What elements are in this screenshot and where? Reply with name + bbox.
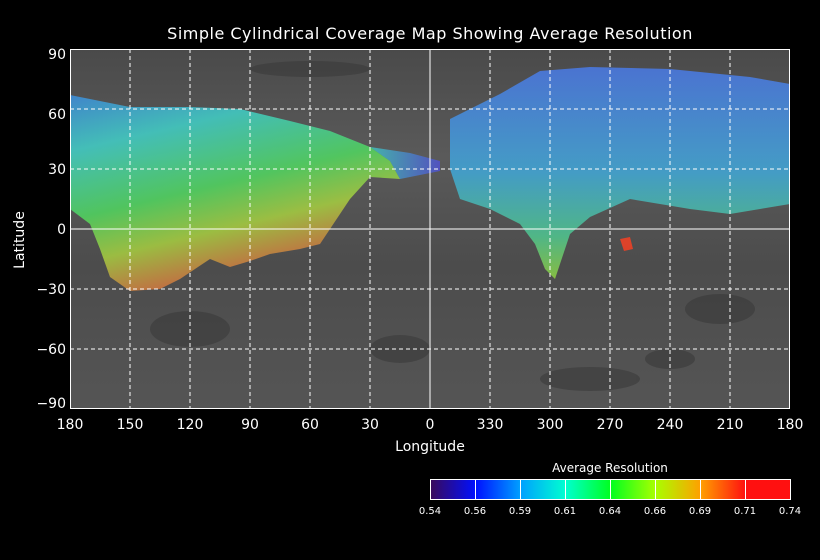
- x-tick-label: 90: [241, 417, 259, 433]
- x-tick-label: 300: [536, 417, 564, 433]
- colorbar-tick-label: 0.59: [508, 506, 532, 517]
- x-tick-label: 30: [361, 417, 379, 433]
- colorbar-title: Average Resolution: [552, 461, 668, 475]
- coverage-map: [70, 49, 790, 409]
- colorbar-tick-label: 0.64: [598, 506, 622, 517]
- colorbar: [430, 479, 791, 500]
- colorbar-segment: [520, 479, 566, 500]
- x-tick-label: 120: [176, 417, 204, 433]
- y-tick-label: 30: [48, 162, 66, 178]
- coverage-region-west: [70, 95, 400, 291]
- x-tick-label: 60: [301, 417, 319, 433]
- plot-frame: [70, 49, 790, 409]
- x-tick-label: 150: [116, 417, 144, 433]
- colorbar-segment: [700, 479, 746, 500]
- x-tick-label: 180: [56, 417, 84, 433]
- coverage-strip-center: [370, 147, 440, 179]
- colorbar-tick-label: 0.56: [463, 506, 487, 517]
- y-tick-label: 0: [57, 222, 66, 238]
- colorbar-segment: [655, 479, 701, 500]
- colorbar-segment: [610, 479, 656, 500]
- colorbar-tick-label: 0.54: [418, 506, 442, 517]
- colorbar-segment: [430, 479, 476, 500]
- x-axis-title: Longitude: [395, 439, 465, 455]
- x-tick-label: 270: [596, 417, 624, 433]
- x-tick-label: 240: [656, 417, 684, 433]
- y-axis-title: Latitude: [12, 211, 28, 269]
- y-tick-label: −90: [36, 396, 66, 412]
- x-tick-label: 180: [776, 417, 804, 433]
- colorbar-segment: [745, 479, 791, 500]
- colorbar-tick-label: 0.61: [553, 506, 577, 517]
- map-title: Simple Cylindrical Coverage Map Showing …: [167, 24, 693, 43]
- colorbar-segment: [565, 479, 611, 500]
- y-tick-label: −60: [36, 342, 66, 358]
- colorbar-tick-label: 0.69: [688, 506, 712, 517]
- colorbar-tick-label: 0.74: [778, 506, 802, 517]
- colorbar-segment: [475, 479, 521, 500]
- x-tick-label: 210: [716, 417, 744, 433]
- coverage-region-east: [450, 67, 790, 279]
- x-tick-label: 330: [476, 417, 504, 433]
- colorbar-tick-label: 0.66: [643, 506, 667, 517]
- coverage-hotspot: [620, 237, 633, 251]
- colorbar-tick-label: 0.71: [733, 506, 757, 517]
- y-tick-label: −30: [36, 282, 66, 298]
- y-tick-label: 90: [48, 47, 66, 63]
- x-tick-label: 0: [425, 417, 435, 433]
- y-tick-label: 60: [48, 107, 66, 123]
- axis-zero-lines: [70, 49, 790, 409]
